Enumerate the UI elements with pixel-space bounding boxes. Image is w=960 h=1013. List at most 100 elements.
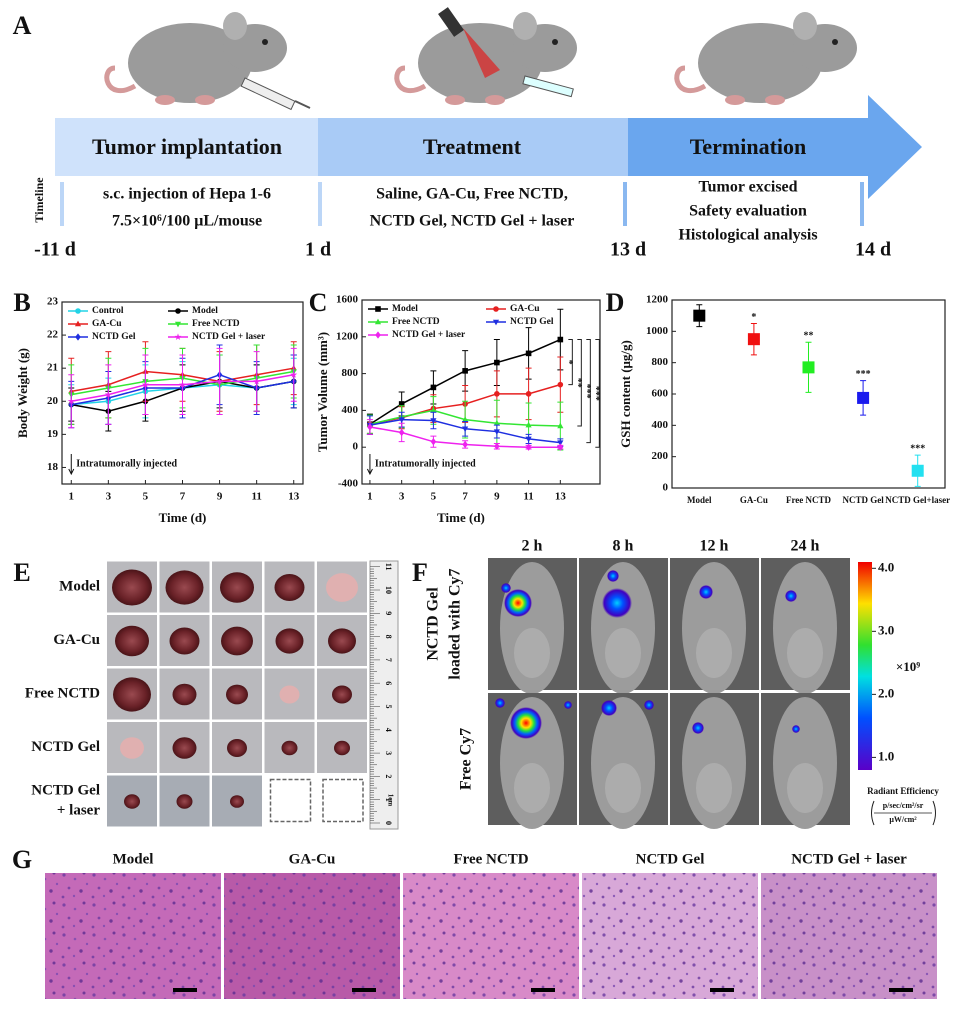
- fluorescence-spot: [504, 589, 532, 617]
- y-tick-label: 1200: [646, 294, 669, 306]
- colorbar-tick-label: 4.0: [878, 559, 894, 574]
- stage-description: Tumor excised: [698, 179, 797, 196]
- tumor-photo: [221, 626, 253, 656]
- time-label: 12 h: [700, 538, 729, 555]
- fluorescence-spot: [501, 583, 511, 593]
- mouse-chest: [605, 763, 641, 813]
- x-tick-label: Model: [687, 495, 712, 505]
- legend-label: Free NCTD: [392, 317, 440, 327]
- mouse-chest: [696, 628, 732, 678]
- y-tick-label: 22: [47, 329, 59, 341]
- scale-bar: [889, 988, 913, 992]
- tumor-photo: [220, 572, 254, 603]
- significance-label: **: [804, 331, 814, 342]
- panel-label: D: [606, 288, 625, 317]
- annotation-arrow: [68, 454, 75, 476]
- tumor-photo: [230, 795, 244, 808]
- data-point: [494, 442, 500, 450]
- significance-label: ***: [581, 384, 592, 399]
- tumor-photo: [120, 737, 144, 759]
- group-label: NCTD Gel + laser: [791, 851, 907, 867]
- colorbar-multiplier: ×10⁹: [896, 659, 920, 674]
- data-point: [494, 391, 500, 397]
- y-tick-label: 1200: [336, 330, 359, 342]
- legend-label: NCTD Gel + laser: [192, 332, 266, 342]
- tumor-photo: [279, 685, 300, 704]
- ruler-label: 3: [384, 751, 393, 755]
- tumor-photo: [165, 570, 204, 605]
- data-point: [557, 440, 564, 446]
- x-tick-label: 3: [106, 491, 112, 503]
- ruler-label: 0: [384, 821, 393, 825]
- data-point: [525, 391, 532, 397]
- y-tick-label: -400: [338, 478, 359, 490]
- tumor-photo: [124, 794, 140, 809]
- data-point: [430, 384, 437, 391]
- data-point: [462, 368, 468, 374]
- row-label: GA-Cu: [53, 632, 100, 648]
- colorbar-label: Radiant Efficiency: [867, 786, 939, 796]
- legend-label: NCTD Gel: [510, 317, 554, 327]
- panel-label: F: [412, 558, 428, 587]
- panel-label: E: [13, 558, 30, 587]
- histology-texture: [45, 873, 221, 999]
- panel-label: B: [13, 288, 30, 317]
- group-label: Free NCTD: [453, 851, 528, 867]
- day-label: 14 d: [855, 239, 891, 261]
- tumor-photo: [281, 740, 298, 756]
- scale-bar: [173, 988, 197, 992]
- legend-label: Free NCTD: [192, 319, 240, 329]
- fluorescence-spot: [602, 588, 632, 618]
- y-axis-label: Tumor Volume (mm³): [315, 332, 330, 452]
- x-tick-label: Free NCTD: [786, 495, 832, 505]
- legend-marker: [493, 306, 499, 312]
- row-label: Free NCTD: [25, 685, 100, 701]
- data-point: [494, 359, 500, 366]
- empty-box: [269, 778, 312, 823]
- legend-label: NCTD Gel: [92, 332, 136, 342]
- mouse-chest: [514, 628, 550, 678]
- tumor-photo: [328, 628, 356, 654]
- row-label: NCTD Gel: [31, 782, 100, 798]
- y-axis-label: Body Weight (g): [15, 348, 30, 438]
- legend-label: NCTD Gel + laser: [392, 330, 466, 340]
- x-tick-label: 13: [555, 491, 567, 503]
- annotation: Intratumorally injected: [375, 458, 476, 469]
- fluorescence-spot: [792, 725, 800, 733]
- time-label: 8 h: [613, 538, 634, 555]
- ruler-label: 8: [384, 635, 393, 639]
- tumor-photo: [275, 628, 304, 654]
- data-point: [747, 333, 760, 346]
- stage-description: Saline, GA-Cu, Free NCTD,: [376, 186, 568, 203]
- row-label: Model: [59, 578, 100, 594]
- data-point: [462, 426, 469, 433]
- fluorescence-spot: [510, 707, 542, 739]
- x-tick-label: 7: [180, 491, 186, 503]
- legend-label: Control: [92, 306, 124, 316]
- timeline-arrow: [55, 95, 922, 226]
- data-point: [525, 350, 532, 357]
- x-tick-label: 7: [462, 491, 468, 503]
- group-label: GA-Cu: [289, 851, 336, 867]
- significance-bracket: [568, 339, 573, 386]
- x-tick-label: 9: [494, 491, 500, 503]
- y-tick-label: 23: [47, 296, 59, 308]
- chart: 0 200 400 600 800 1000 1200 GSH content (μg/g) M…: [618, 294, 950, 506]
- colorbar-tick-label: 1.0: [878, 748, 894, 763]
- y-tick-label: 400: [342, 404, 359, 416]
- data-point: [67, 397, 75, 405]
- ruler-label: 10: [384, 586, 393, 594]
- mouse-chest: [605, 628, 641, 678]
- ruler-label: 2: [384, 774, 393, 778]
- tumor-photo: [176, 794, 193, 809]
- data-point: [557, 443, 564, 451]
- significance-label: ***: [590, 386, 601, 401]
- data-point: [290, 371, 298, 378]
- histology-texture: [403, 873, 579, 999]
- row-label: NCTD Gel: [31, 739, 100, 755]
- significance-label: ***: [910, 443, 925, 454]
- significance-label: **: [572, 378, 583, 388]
- data-point: [557, 381, 564, 388]
- data-point: [253, 377, 261, 385]
- annotation-arrow: [366, 454, 373, 476]
